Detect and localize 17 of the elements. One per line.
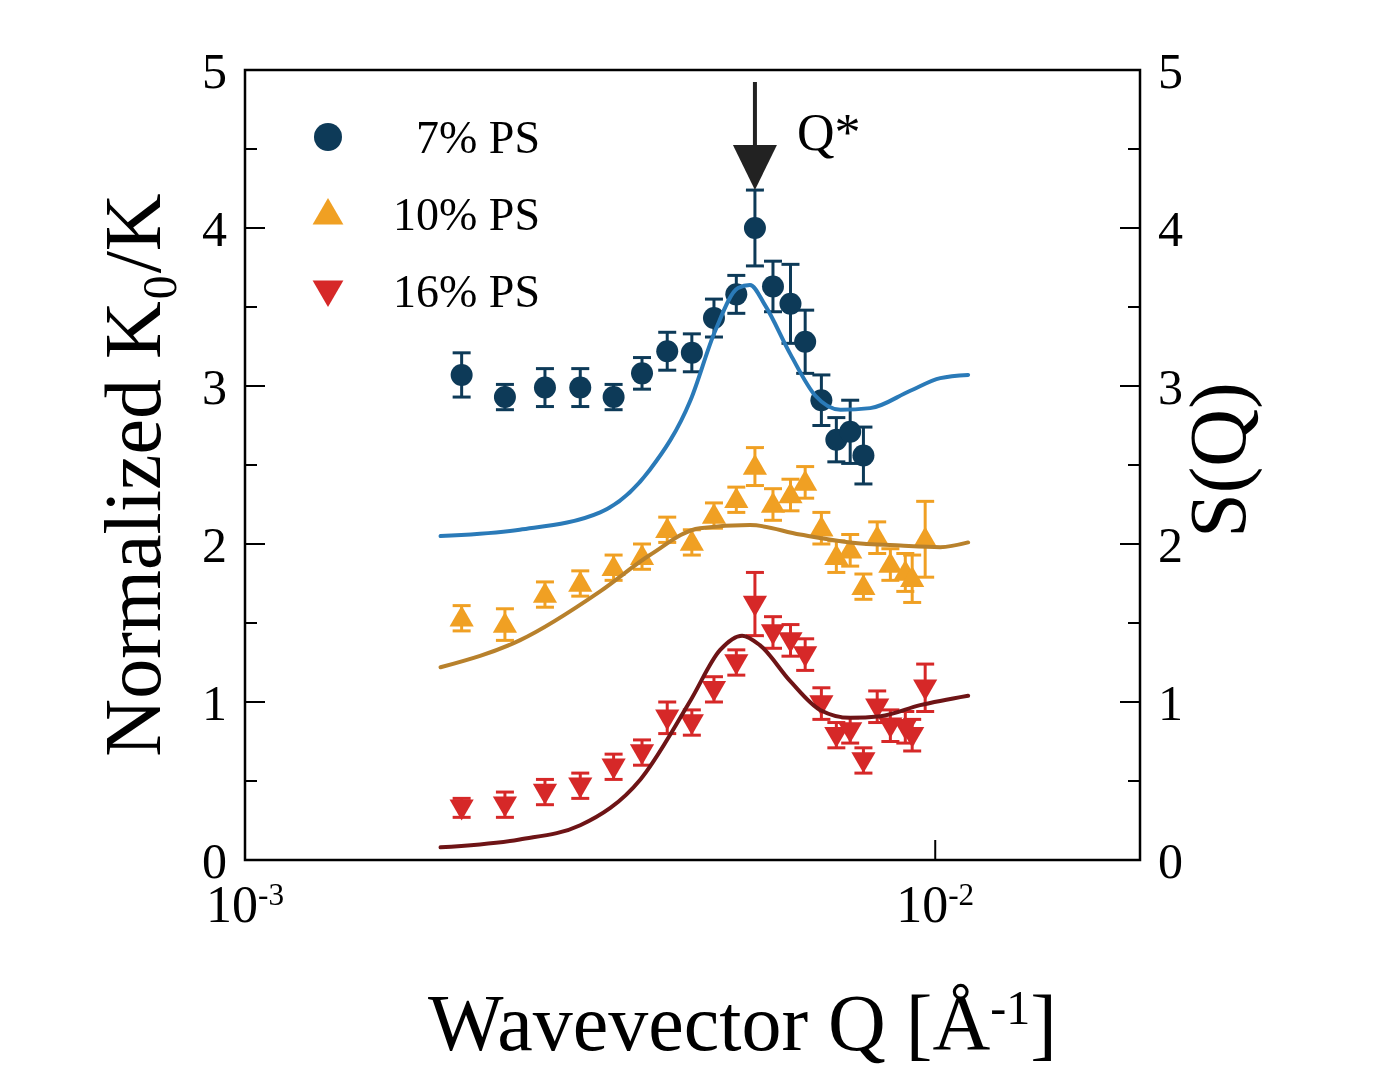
x-axis-title: Wavevector Q [Å$^{-1}$] (428, 979, 1057, 1065)
y-tick-label: 3 (202, 358, 227, 415)
y-tick-label: 5 (202, 42, 227, 99)
y-tick-label: 2 (202, 516, 227, 573)
legend-label: 10% PS (393, 189, 540, 241)
y-tick-label: 4 (202, 200, 227, 257)
y2-tick-label: 0 (1158, 832, 1183, 889)
y-tick-label: 1 (202, 674, 227, 731)
y2-tick-label: 5 (1158, 42, 1183, 99)
y2-tick-label: 1 (1158, 674, 1183, 731)
legend-label: 7% PS (416, 112, 540, 164)
x-tick-label: 10$^{-2}$ (896, 876, 975, 933)
legend-label: 16% PS (393, 266, 540, 318)
y-axis-title: Normalized K₀/K (89, 193, 177, 757)
y2-tick-label: 4 (1158, 200, 1183, 257)
annotation: Q* (796, 104, 861, 161)
y2-tick-label: 3 (1158, 358, 1183, 415)
